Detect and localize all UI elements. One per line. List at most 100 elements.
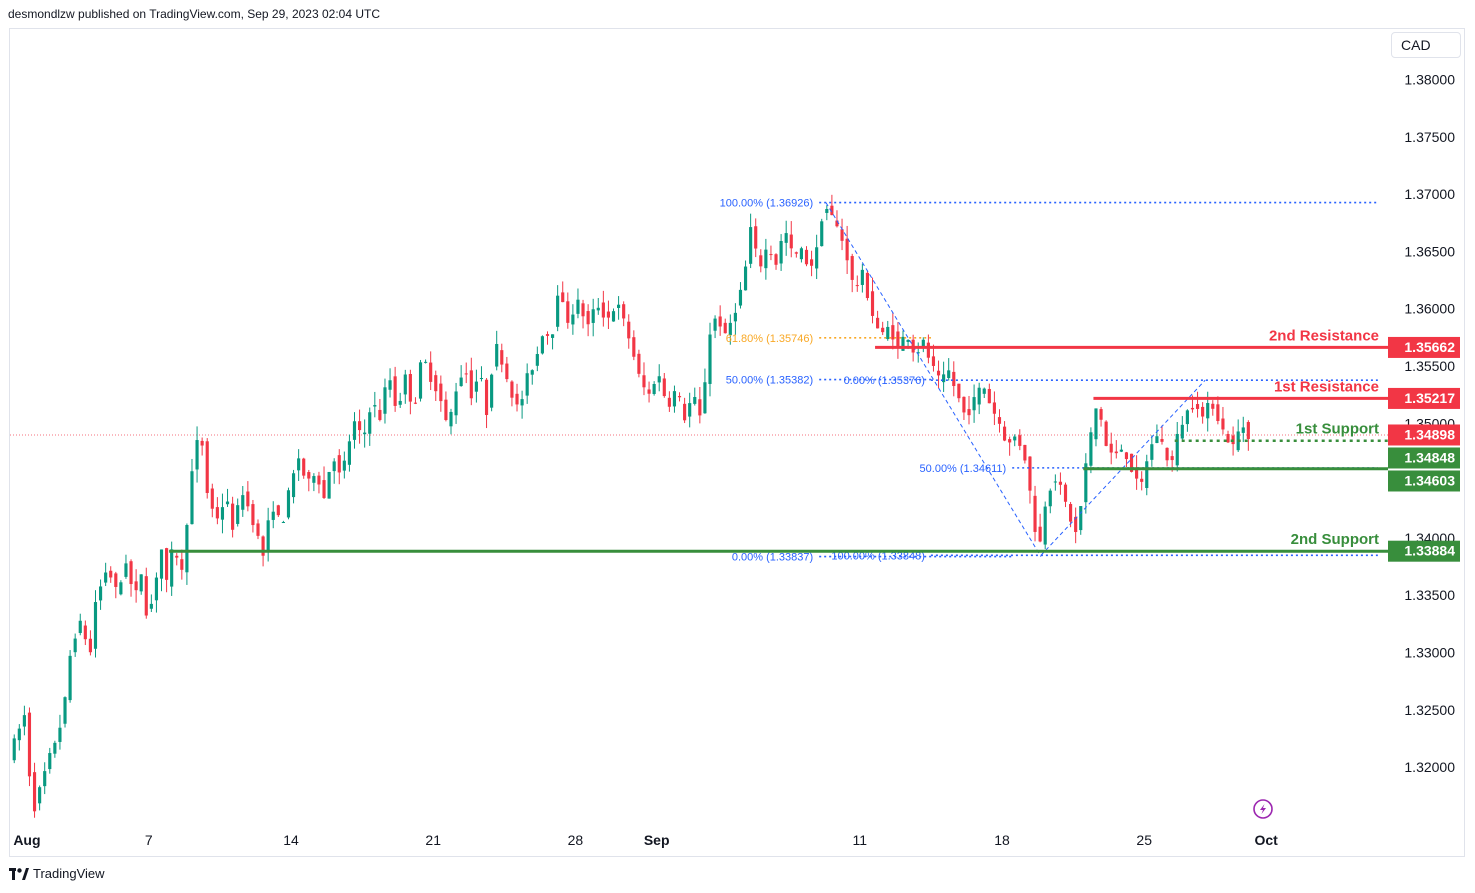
- candle[interactable]: [291, 469, 296, 504]
- candle[interactable]: [474, 369, 478, 403]
- candle[interactable]: [1099, 406, 1103, 427]
- candle[interactable]: [916, 342, 920, 363]
- candle[interactable]: [104, 562, 108, 587]
- candle[interactable]: [479, 366, 484, 382]
- price-tag[interactable]: 1.33884: [1388, 540, 1460, 562]
- candle[interactable]: [307, 469, 311, 492]
- candle[interactable]: [799, 246, 803, 263]
- candle[interactable]: [825, 205, 829, 221]
- candle[interactable]: [495, 330, 499, 371]
- candle[interactable]: [383, 378, 387, 424]
- candle[interactable]: [185, 523, 189, 585]
- candle[interactable]: [754, 218, 758, 258]
- candle[interactable]: [225, 488, 230, 507]
- candle[interactable]: [464, 362, 468, 384]
- candle[interactable]: [434, 370, 438, 402]
- candle[interactable]: [17, 724, 21, 751]
- candle[interactable]: [1033, 485, 1037, 542]
- price-tag[interactable]: 1.34898: [1388, 424, 1460, 446]
- candle[interactable]: [1145, 454, 1149, 496]
- candle[interactable]: [586, 304, 590, 337]
- candle[interactable]: [556, 285, 560, 332]
- candle[interactable]: [921, 337, 925, 353]
- candle[interactable]: [540, 335, 544, 355]
- candle[interactable]: [337, 449, 341, 485]
- candle[interactable]: [515, 383, 519, 412]
- candle[interactable]: [850, 253, 854, 293]
- candle[interactable]: [1135, 455, 1139, 490]
- candle[interactable]: [231, 496, 235, 538]
- candle[interactable]: [728, 314, 732, 345]
- candle[interactable]: [688, 392, 692, 428]
- candle[interactable]: [266, 507, 270, 562]
- candle[interactable]: [1043, 501, 1047, 550]
- candle[interactable]: [962, 396, 966, 421]
- candle[interactable]: [236, 498, 240, 527]
- candle[interactable]: [439, 375, 443, 412]
- candle[interactable]: [596, 298, 600, 315]
- candle[interactable]: [1069, 501, 1073, 528]
- candle[interactable]: [154, 572, 159, 613]
- tradingview-footer[interactable]: TradingView: [9, 866, 105, 881]
- candle[interactable]: [865, 270, 870, 301]
- candle[interactable]: [947, 358, 951, 381]
- candle[interactable]: [784, 220, 788, 256]
- candle[interactable]: [1155, 424, 1159, 444]
- candle[interactable]: [119, 580, 123, 596]
- candle[interactable]: [606, 300, 611, 329]
- candle[interactable]: [286, 487, 291, 520]
- candle[interactable]: [733, 303, 737, 335]
- candle[interactable]: [27, 707, 32, 787]
- candle[interactable]: [241, 486, 245, 517]
- candle[interactable]: [165, 547, 169, 593]
- candle[interactable]: [500, 343, 504, 373]
- candle[interactable]: [215, 497, 219, 525]
- candle[interactable]: [403, 369, 407, 404]
- candle[interactable]: [891, 312, 895, 350]
- candle[interactable]: [571, 304, 575, 335]
- price-tag[interactable]: 1.34848: [1388, 447, 1460, 469]
- candle[interactable]: [1226, 430, 1230, 444]
- candle[interactable]: [840, 218, 844, 251]
- candle[interactable]: [1089, 427, 1093, 474]
- candle[interactable]: [388, 368, 392, 398]
- candle[interactable]: [820, 218, 824, 247]
- price-tag[interactable]: 1.35662: [1388, 336, 1460, 358]
- price-tag[interactable]: 1.34603: [1388, 470, 1460, 492]
- candle[interactable]: [312, 473, 316, 492]
- candle[interactable]: [83, 620, 87, 646]
- candle[interactable]: [484, 378, 489, 429]
- candle[interactable]: [195, 426, 199, 483]
- candle[interactable]: [779, 234, 783, 271]
- candle[interactable]: [251, 499, 255, 533]
- candle[interactable]: [1211, 400, 1215, 416]
- candle[interactable]: [520, 390, 524, 419]
- candle[interactable]: [134, 569, 138, 603]
- candle[interactable]: [1160, 425, 1164, 445]
- candle[interactable]: [1246, 420, 1250, 451]
- candle[interactable]: [1053, 474, 1057, 491]
- candle[interactable]: [997, 409, 1002, 433]
- candle[interactable]: [32, 762, 37, 818]
- candle[interactable]: [967, 395, 971, 425]
- candle[interactable]: [1195, 391, 1200, 418]
- candle[interactable]: [672, 385, 677, 413]
- candle[interactable]: [525, 363, 529, 404]
- candle[interactable]: [220, 493, 225, 534]
- candle[interactable]: [352, 412, 357, 449]
- candle[interactable]: [601, 290, 605, 327]
- candle[interactable]: [505, 356, 509, 383]
- candle[interactable]: [210, 483, 214, 518]
- candle[interactable]: [1221, 406, 1225, 435]
- candle[interactable]: [1023, 444, 1027, 464]
- candle[interactable]: [109, 566, 113, 583]
- candle[interactable]: [982, 387, 986, 399]
- candle[interactable]: [1028, 456, 1032, 504]
- candle[interactable]: [490, 373, 494, 412]
- candle[interactable]: [332, 458, 336, 484]
- candle[interactable]: [987, 383, 991, 404]
- candle[interactable]: [830, 194, 834, 216]
- candle[interactable]: [373, 391, 377, 418]
- candle[interactable]: [418, 359, 423, 402]
- candle[interactable]: [810, 250, 814, 277]
